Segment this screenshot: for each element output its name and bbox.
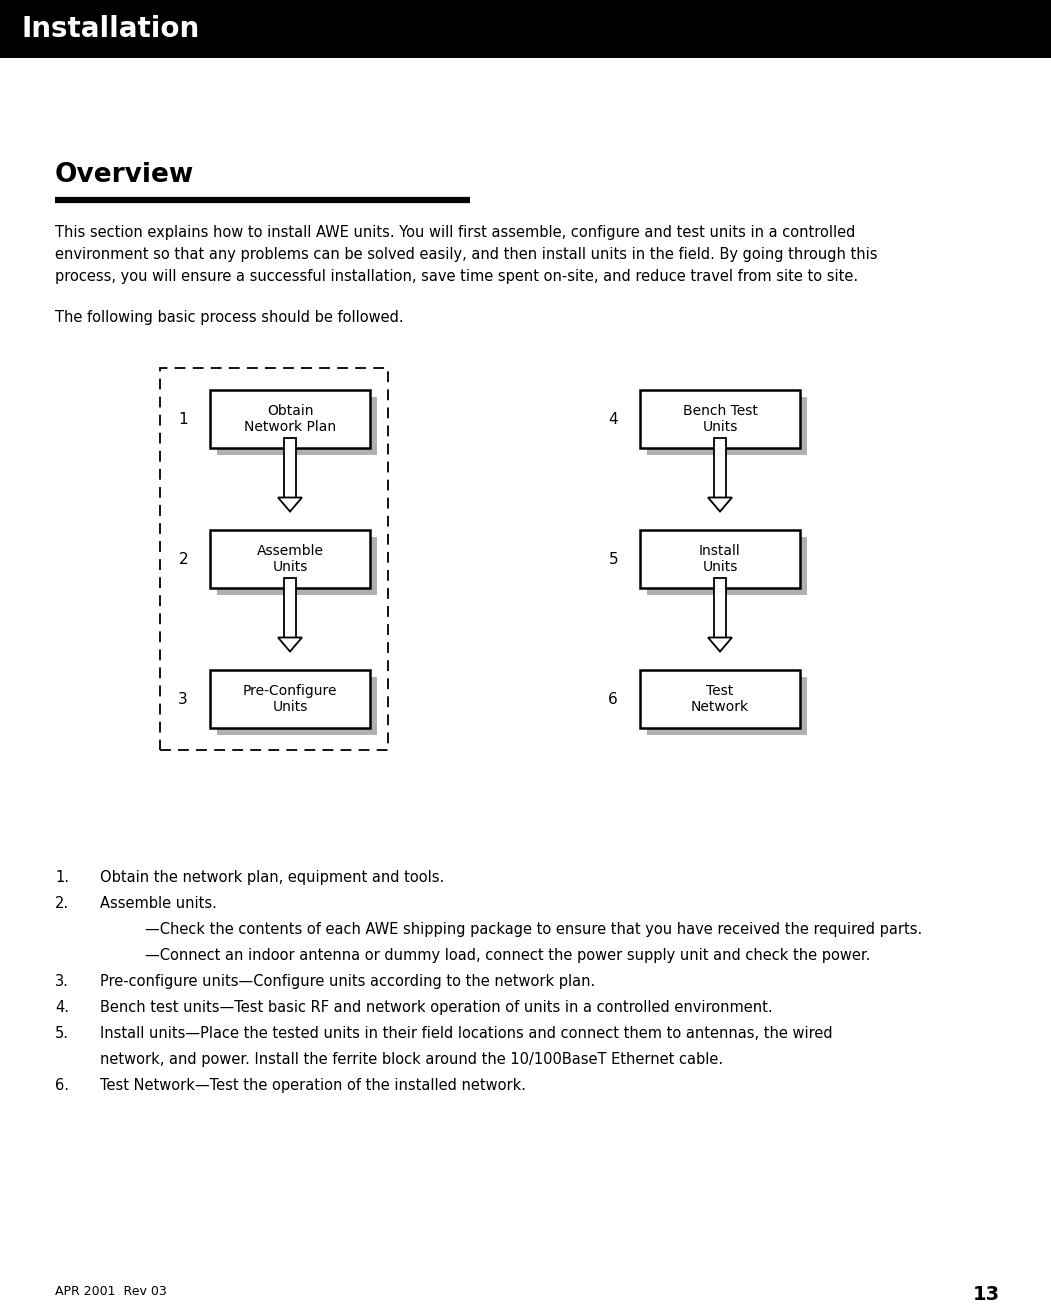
Text: process, you will ensure a successful installation, save time spent on-site, and: process, you will ensure a successful in… xyxy=(55,269,858,284)
Text: Install units—Place the tested units in their field locations and connect them t: Install units—Place the tested units in … xyxy=(100,1027,832,1041)
Text: Test Network—Test the operation of the installed network.: Test Network—Test the operation of the i… xyxy=(100,1078,526,1093)
Polygon shape xyxy=(708,497,731,511)
Text: Obtain
Network Plan: Obtain Network Plan xyxy=(244,404,336,434)
Text: —Check the contents of each AWE shipping package to ensure that you have receive: —Check the contents of each AWE shipping… xyxy=(145,922,922,937)
Text: Pre-Configure
Units: Pre-Configure Units xyxy=(243,684,337,714)
Bar xyxy=(0,0,1051,58)
Bar xyxy=(647,397,807,455)
Text: 13: 13 xyxy=(973,1285,1000,1304)
Text: Assemble
Units: Assemble Units xyxy=(256,544,324,574)
Bar xyxy=(640,670,800,728)
Bar xyxy=(647,676,807,735)
Text: Bench Test
Units: Bench Test Units xyxy=(682,404,758,434)
Text: 4.: 4. xyxy=(55,1000,69,1015)
Bar xyxy=(284,438,296,497)
Bar xyxy=(210,670,370,728)
Bar xyxy=(647,538,807,595)
Text: 5.: 5. xyxy=(55,1027,69,1041)
Text: environment so that any problems can be solved easily, and then install units in: environment so that any problems can be … xyxy=(55,246,878,262)
Text: 3: 3 xyxy=(179,691,188,707)
Bar xyxy=(210,530,370,589)
Text: 2: 2 xyxy=(179,552,188,566)
Text: Install
Units: Install Units xyxy=(699,544,741,574)
Bar xyxy=(217,676,377,735)
Text: This section explains how to install AWE units. You will first assemble, configu: This section explains how to install AWE… xyxy=(55,225,856,240)
Text: 4: 4 xyxy=(609,412,618,426)
Polygon shape xyxy=(279,497,302,511)
Text: —Connect an indoor antenna or dummy load, connect the power supply unit and chec: —Connect an indoor antenna or dummy load… xyxy=(145,948,870,964)
Text: 5: 5 xyxy=(609,552,618,566)
Text: Assemble units.: Assemble units. xyxy=(100,895,217,911)
Text: 6: 6 xyxy=(609,691,618,707)
Bar xyxy=(714,438,726,497)
Bar xyxy=(217,538,377,595)
Bar xyxy=(284,578,296,637)
Text: Pre-configure units—Configure units according to the network plan.: Pre-configure units—Configure units acco… xyxy=(100,974,595,988)
Text: 1.: 1. xyxy=(55,871,69,885)
Bar xyxy=(160,368,388,750)
Text: 3.: 3. xyxy=(55,974,69,988)
Text: 1: 1 xyxy=(179,412,188,426)
Text: Obtain the network plan, equipment and tools.: Obtain the network plan, equipment and t… xyxy=(100,871,445,885)
Text: 6.: 6. xyxy=(55,1078,69,1093)
Text: Installation: Installation xyxy=(22,14,201,43)
Bar xyxy=(217,397,377,455)
Text: The following basic process should be followed.: The following basic process should be fo… xyxy=(55,309,404,325)
Text: APR 2001  Rev 03: APR 2001 Rev 03 xyxy=(55,1285,167,1298)
Text: Overview: Overview xyxy=(55,163,194,187)
Bar xyxy=(210,389,370,448)
Bar xyxy=(714,578,726,637)
Bar xyxy=(640,530,800,589)
Polygon shape xyxy=(708,637,731,652)
Text: network, and power. Install the ferrite block around the 10/100BaseT Ethernet ca: network, and power. Install the ferrite … xyxy=(100,1051,723,1067)
Bar xyxy=(640,389,800,448)
Text: Bench test units—Test basic RF and network operation of units in a controlled en: Bench test units—Test basic RF and netwo… xyxy=(100,1000,772,1015)
Text: 2.: 2. xyxy=(55,895,69,911)
Text: Test
Network: Test Network xyxy=(691,684,749,714)
Polygon shape xyxy=(279,637,302,652)
